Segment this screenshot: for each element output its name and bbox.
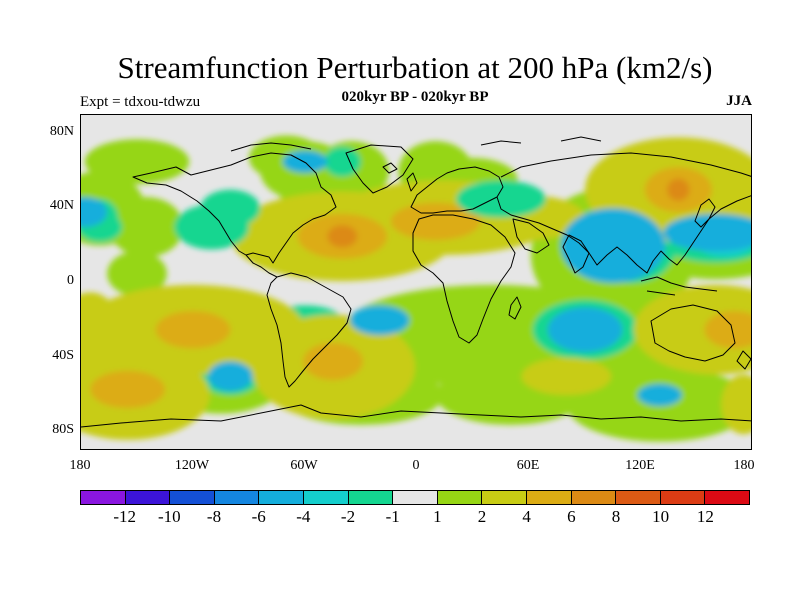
coast-south-america [266,272,352,388]
colorbar-label: -1 [385,507,400,526]
colorbar-segment [303,491,349,504]
lon-tick-label: 60E [516,458,540,473]
lon-tick-label: 60W [290,458,318,473]
map-canvas [81,135,751,442]
anomaly-positive-46 [90,370,165,409]
colorbar-label: 1 [433,507,442,526]
anomaly-negative-4 [560,208,666,283]
anomaly-negative-8 [349,305,410,336]
lat-tick-label: 80S [52,422,74,438]
lat-tick-label: 80N [49,123,74,139]
colorbar-label: -4 [296,507,311,526]
colorbar-label: 2 [477,507,487,526]
anomaly-positive-38 [633,284,751,375]
coast-arctic-islands [230,136,602,152]
lon-tick-label: 120W [174,458,210,473]
coast-antarctica [81,404,751,428]
anomaly-negative-10 [282,150,328,173]
anomaly-positive-48 [704,311,751,349]
colorbar-segment [214,491,260,504]
lat-tick-label: 40S [52,347,74,363]
colorbar-label: 12 [696,507,714,526]
coast-africa [412,214,516,344]
anomaly-positive-5 [107,251,167,297]
colorbar-segment [81,491,126,504]
colorbar-label: -10 [157,507,181,526]
coast-uk [406,172,418,192]
colorbar-label: 10 [652,507,670,526]
colorbar-segment [393,491,438,504]
experiment-label: Expt = tdxou-tdwzu [80,94,201,110]
colorbar-segment [526,491,572,504]
colorbar-segment [616,491,661,504]
lat-tick-label: 0 [67,273,74,288]
anomaly-positive-43 [390,202,481,241]
chart-title: Streamfunction Perturbation at 200 hPa (… [117,50,713,85]
colorbar-label: 4 [522,507,531,526]
anomaly-positive-4 [109,197,184,257]
colorbar-segment [482,491,527,504]
colorbar-label: -2 [340,507,356,526]
coast-new-zealand [736,350,751,370]
colorbar-segment [571,491,617,504]
anomaly-negative-2 [174,204,249,250]
colorbar-label: 6 [567,507,576,526]
coast-north-america [132,152,337,264]
colorbar-segment [348,491,394,504]
coast-greenland [345,144,414,194]
colorbar-label: 8 [611,507,621,526]
anomaly-negative-5 [663,213,751,252]
coast-arabia [512,218,550,254]
coast-iceland [382,162,398,174]
colorbar-segment [437,491,483,504]
contour-field [81,135,751,442]
anomaly-negative-6 [547,307,623,353]
coast-asia [496,152,751,274]
colorbar-segment [170,491,215,504]
colorbar-segment [705,491,749,504]
anomaly-negative-11 [81,197,108,227]
coast-australia [650,304,736,362]
lon-tick-label: 180 [733,458,755,473]
coast-central-america [245,254,278,278]
lat-tick-label: 40N [49,198,74,214]
colorbar-segment [125,491,171,504]
anomaly-positive-39 [521,357,612,395]
colorbar-label: -6 [251,507,266,526]
coast-japan [694,198,716,228]
chart-subtitle: 020kyr BP - 020kyr BP [341,89,489,105]
anomaly-negative-3 [456,180,546,218]
coast-europe [410,166,504,214]
anomaly-positive-40 [81,292,121,367]
colorbar-label: -12 [113,507,136,526]
anomaly-positive-45 [155,311,231,349]
anomaly-positive-28 [323,146,361,177]
coast-indonesia [640,276,718,296]
colorbar-segment [660,491,706,504]
coast-india [562,234,590,274]
coastlines [81,136,751,428]
lon-tick-label: 180 [69,458,91,473]
coast-madagascar [508,296,522,320]
anomaly-positive-50 [667,178,690,201]
map-panel [80,114,752,450]
lon-tick-label: 120E [625,458,655,473]
anomaly-negative-7 [207,361,253,392]
season-label: JJA [726,93,752,109]
anomaly-positive-47 [303,342,363,381]
anomaly-positive-49 [327,225,358,248]
anomaly-negative-9 [637,383,683,407]
lon-tick-label: 0 [412,458,420,473]
colorbar-label: -8 [206,507,222,526]
colorbar [80,490,750,505]
colorbar-segment [259,491,304,504]
